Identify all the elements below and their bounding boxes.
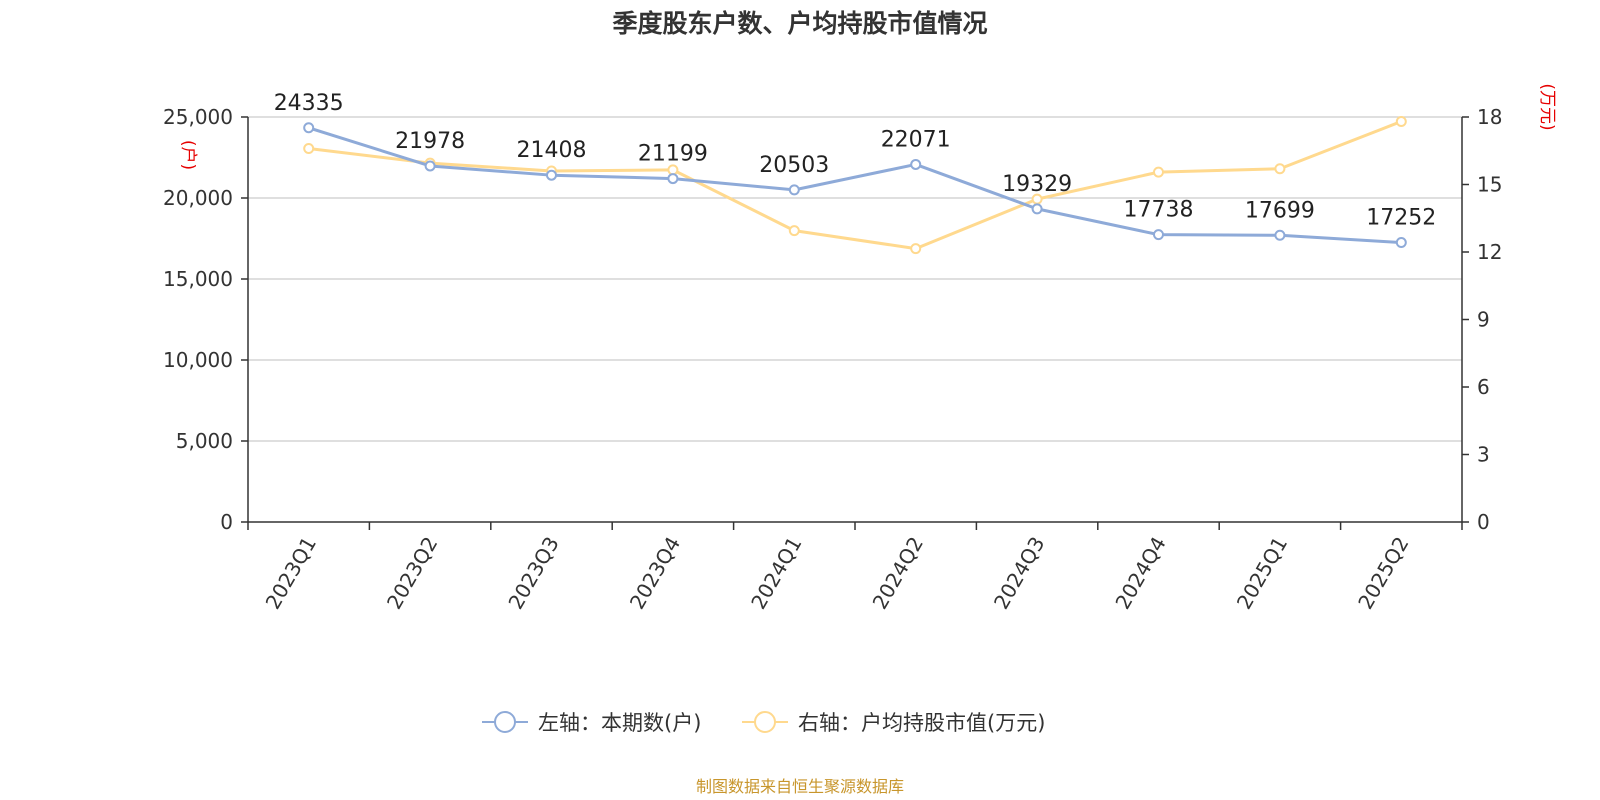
right-axis-tick-label: 3 xyxy=(1477,443,1490,467)
holders-point[interactable] xyxy=(546,169,557,181)
left-axis-tick-label: 20,000 xyxy=(163,186,233,210)
left-axis-tick-label: 25,000 xyxy=(163,105,233,129)
holders-point[interactable] xyxy=(303,122,315,134)
x-axis-tick-label: 2023Q3 xyxy=(503,533,563,614)
holders-point[interactable] xyxy=(1153,229,1164,241)
left-axis-tick-label: 5,000 xyxy=(176,429,233,453)
avg-market-value-point[interactable] xyxy=(1395,116,1407,127)
series-line-avg-market-value xyxy=(308,120,1402,251)
source-note: 制图数据来自恒生聚源数据库 xyxy=(696,777,904,796)
x-axis-tick-label: 2023Q2 xyxy=(382,533,442,614)
legend-label: 右轴：户均持股市值(万元) xyxy=(798,711,1045,735)
x-axis-tick-label: 2025Q2 xyxy=(1353,533,1413,614)
right-axis-tick-label: 12 xyxy=(1477,240,1502,264)
x-axis-tick-label: 2024Q1 xyxy=(746,533,806,614)
data-label: 17699 xyxy=(1245,198,1315,223)
avg-market-value-point[interactable] xyxy=(1153,166,1164,178)
data-label: 21408 xyxy=(517,138,587,163)
holders-point[interactable] xyxy=(910,158,922,170)
avg-market-value-point[interactable] xyxy=(1274,163,1286,175)
right-axis-tick-label: 6 xyxy=(1477,375,1490,399)
right-axis-tick-label: 0 xyxy=(1477,510,1490,534)
legend-label: 左轴：本期数(户) xyxy=(538,711,701,735)
left-axis-tick-label: 0 xyxy=(220,510,233,534)
data-labels: 24335 21978 21408 21199 20503 22071 19329 17738… xyxy=(274,91,1437,231)
data-label: 17252 xyxy=(1366,206,1436,231)
series-lines xyxy=(303,116,1407,255)
data-label: 17738 xyxy=(1124,198,1194,223)
holders-point[interactable] xyxy=(1395,237,1407,249)
right-axis-unit: (万元) xyxy=(1537,83,1557,130)
data-label: 24335 xyxy=(274,91,344,116)
legend-item-holders[interactable]: 左轴：本期数(户) xyxy=(482,711,701,735)
data-label: 19329 xyxy=(1002,172,1072,197)
holders-point[interactable] xyxy=(1274,229,1286,241)
holders-point[interactable] xyxy=(667,173,679,185)
right-axis-tick-label: 18 xyxy=(1477,105,1502,129)
holders-point[interactable] xyxy=(1031,203,1043,215)
x-axis-tick-label: 2024Q2 xyxy=(868,533,928,614)
avg-market-value-point[interactable] xyxy=(303,143,315,154)
x-axis-tick-label: 2023Q4 xyxy=(625,533,685,614)
left-axis-tick-label: 10,000 xyxy=(163,348,233,372)
left-axis-unit: (户) xyxy=(178,140,198,170)
holders-point[interactable] xyxy=(788,184,800,196)
data-label: 21978 xyxy=(395,129,465,154)
left-axis-tick-label: 15,000 xyxy=(163,267,233,291)
data-label: 21199 xyxy=(638,142,708,167)
x-axis-tick-label: 2025Q1 xyxy=(1232,533,1292,614)
legend[interactable]: 左轴：本期数(户) 右轴：户均持股市值(万元) xyxy=(482,711,1045,735)
data-label: 20503 xyxy=(759,153,829,178)
data-label: 22071 xyxy=(881,127,951,152)
avg-market-value-point[interactable] xyxy=(788,225,800,237)
legend-swatch-marker xyxy=(494,711,516,733)
avg-market-value-point[interactable] xyxy=(910,243,922,255)
chart-title: 季度股东户数、户均持股市值情况 xyxy=(612,9,987,38)
series-line-holders xyxy=(308,126,1402,245)
legend-swatch-marker xyxy=(754,711,776,733)
avg-market-value-point[interactable] xyxy=(667,164,679,176)
x-axis-tick-label: 2024Q3 xyxy=(989,533,1049,614)
right-axis-tick-label: 9 xyxy=(1477,308,1490,332)
grid-lines xyxy=(248,116,1462,442)
right-axis-tick-label: 15 xyxy=(1477,173,1502,197)
holders-point[interactable] xyxy=(424,160,436,172)
legend-item-avg-market-value[interactable]: 右轴：户均持股市值(万元) xyxy=(742,711,1045,735)
x-axis-tick-label: 2024Q4 xyxy=(1110,533,1170,614)
x-axis-tick-label: 2023Q1 xyxy=(261,533,321,614)
